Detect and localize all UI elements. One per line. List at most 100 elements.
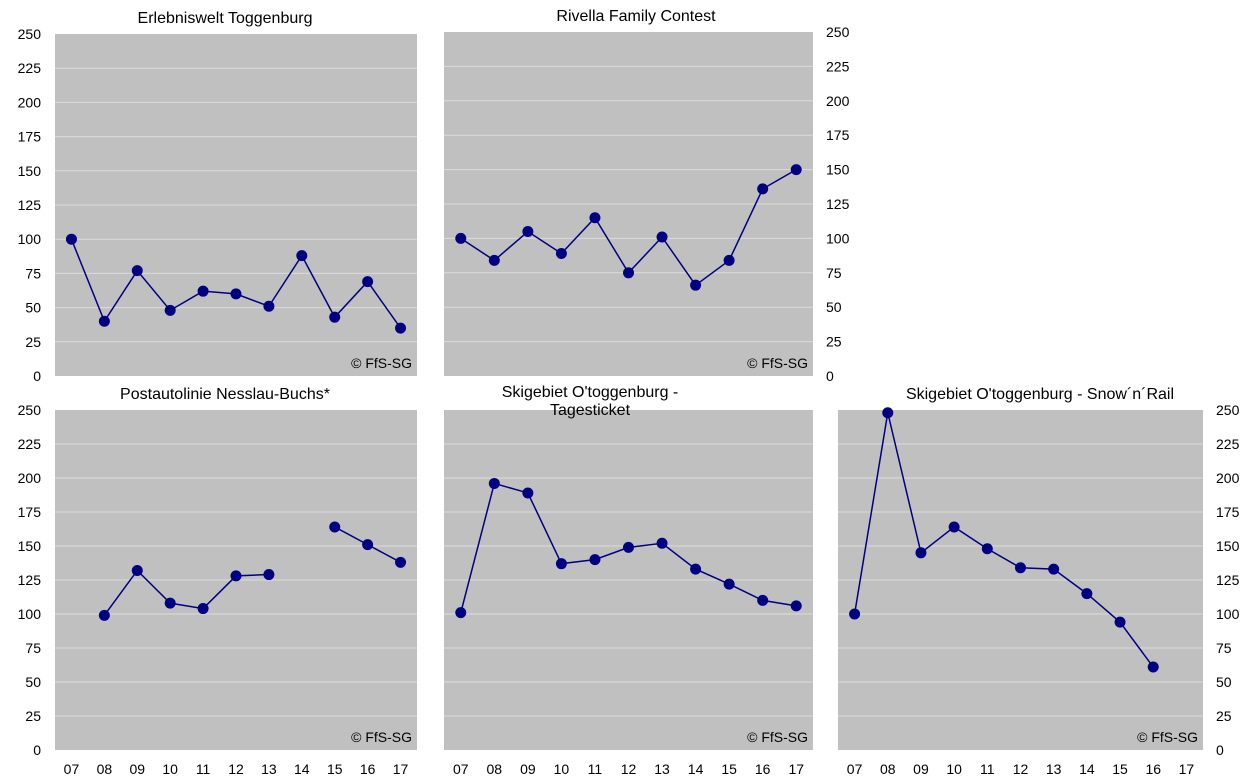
y-tick-label: 50 bbox=[826, 299, 842, 315]
data-point bbox=[455, 607, 467, 619]
y-tick-label: 150 bbox=[18, 163, 42, 179]
y-tick-label: 100 bbox=[18, 606, 42, 622]
x-tick-label: 16 bbox=[360, 761, 376, 777]
x-tick-label: 14 bbox=[688, 761, 704, 777]
x-tick-label: 17 bbox=[788, 761, 804, 777]
x-tick-label: 09 bbox=[520, 761, 536, 777]
x-tick-label: 14 bbox=[1079, 761, 1095, 777]
chart-3: 0 25 50 75 100 125 150 175 200 225 250 07 08 09 10 11 12… bbox=[18, 386, 417, 777]
data-point bbox=[522, 226, 534, 238]
x-tick-label: 14 bbox=[294, 761, 310, 777]
data-point bbox=[395, 556, 407, 568]
x-tick-label: 07 bbox=[847, 761, 863, 777]
chart-title: Skigebiet O'toggenburg - bbox=[502, 384, 679, 401]
series-line bbox=[853, 412, 1154, 668]
chart-4: 07 08 09 10 11 12 13 14 15 16 17 Skigebiet O'toggen… bbox=[444, 384, 813, 777]
copyright-watermark: © FfS-SG bbox=[351, 355, 412, 371]
y-tick-label: 125 bbox=[18, 197, 42, 213]
data-point bbox=[1147, 661, 1159, 673]
data-point bbox=[131, 564, 143, 576]
data-point bbox=[723, 578, 735, 590]
data-point bbox=[65, 233, 77, 245]
data-point bbox=[882, 407, 894, 419]
data-point bbox=[555, 248, 567, 260]
data-point bbox=[690, 279, 702, 291]
y-tick-label: 75 bbox=[826, 265, 842, 281]
x-tick-label: 10 bbox=[162, 761, 178, 777]
copyright-watermark: © FfS-SG bbox=[747, 355, 808, 371]
y-tick-label: 25 bbox=[25, 708, 41, 724]
data-point bbox=[263, 569, 275, 581]
x-tick-label: 17 bbox=[393, 761, 409, 777]
y-tick-label: 200 bbox=[1216, 470, 1240, 486]
data-point bbox=[757, 183, 769, 195]
x-tick-label: 15 bbox=[327, 761, 343, 777]
y-tick-label: 150 bbox=[1216, 538, 1240, 554]
y-tick-label: 25 bbox=[25, 334, 41, 350]
y-tick-label: 0 bbox=[33, 368, 41, 384]
y-tick-label: 200 bbox=[18, 94, 42, 110]
data-point bbox=[790, 164, 802, 176]
y-tick-label: 50 bbox=[25, 300, 41, 316]
y-tick-label: 150 bbox=[826, 162, 850, 178]
x-tick-label: 11 bbox=[980, 761, 995, 777]
copyright-watermark: © FfS-SG bbox=[1137, 729, 1198, 745]
data-point bbox=[1048, 563, 1060, 575]
y-tick-label: 175 bbox=[18, 129, 42, 145]
data-point bbox=[1114, 616, 1126, 628]
data-point bbox=[522, 487, 534, 499]
x-tick-label: 10 bbox=[554, 761, 570, 777]
x-tick-label: 13 bbox=[261, 761, 277, 777]
x-tick-label: 10 bbox=[946, 761, 962, 777]
x-tick-label: 16 bbox=[755, 761, 771, 777]
y-tick-label: 150 bbox=[18, 538, 42, 554]
x-tick-label: 13 bbox=[1046, 761, 1062, 777]
data-point bbox=[790, 600, 802, 612]
data-point bbox=[164, 304, 176, 316]
data-point bbox=[164, 597, 176, 609]
y-tick-label: 0 bbox=[826, 368, 834, 384]
x-tick-label: 08 bbox=[880, 761, 896, 777]
x-tick-label: 17 bbox=[1179, 761, 1195, 777]
data-point bbox=[98, 315, 110, 327]
x-tick-label: 07 bbox=[64, 761, 80, 777]
x-tick-label: 09 bbox=[129, 761, 145, 777]
x-tick-label: 09 bbox=[913, 761, 929, 777]
data-point bbox=[230, 570, 242, 582]
y-tick-label: 175 bbox=[18, 504, 42, 520]
y-tick-label: 175 bbox=[1216, 504, 1240, 520]
x-tick-label: 12 bbox=[621, 761, 637, 777]
chart-title: Postautolinie Nesslau-Buchs* bbox=[120, 386, 330, 403]
data-point bbox=[488, 477, 500, 489]
y-tick-label: 225 bbox=[826, 58, 850, 74]
data-point bbox=[362, 539, 374, 551]
data-point bbox=[690, 563, 702, 575]
data-point bbox=[197, 603, 209, 615]
data-point bbox=[329, 521, 341, 533]
y-tick-label: 0 bbox=[33, 742, 41, 758]
data-point bbox=[362, 276, 374, 288]
chart-title: Skigebiet O'toggenburg - Snow´n´Rail bbox=[906, 386, 1174, 403]
y-tick-label: 250 bbox=[1216, 402, 1240, 418]
data-point bbox=[1081, 588, 1093, 600]
data-point bbox=[1015, 562, 1026, 574]
copyright-watermark: © FfS-SG bbox=[747, 729, 808, 745]
y-tick-label: 125 bbox=[826, 196, 850, 212]
data-point bbox=[329, 311, 341, 323]
data-point bbox=[455, 232, 467, 244]
copyright-watermark: © FfS-SG bbox=[351, 729, 412, 745]
data-point bbox=[757, 594, 769, 606]
y-tick-label: 250 bbox=[826, 24, 850, 40]
data-point bbox=[230, 288, 242, 300]
data-point bbox=[296, 250, 308, 262]
y-tick-label: 200 bbox=[18, 470, 42, 486]
x-tick-label: 12 bbox=[1013, 761, 1029, 777]
y-tick-label: 250 bbox=[18, 402, 42, 418]
x-tick-label: 13 bbox=[654, 761, 670, 777]
y-tick-label: 100 bbox=[18, 231, 42, 247]
y-tick-label: 125 bbox=[18, 572, 42, 588]
chart-title-line2: Tagesticket bbox=[550, 402, 631, 419]
chart-title: Erlebniswelt Toggenburg bbox=[138, 10, 313, 27]
data-point bbox=[849, 608, 861, 620]
